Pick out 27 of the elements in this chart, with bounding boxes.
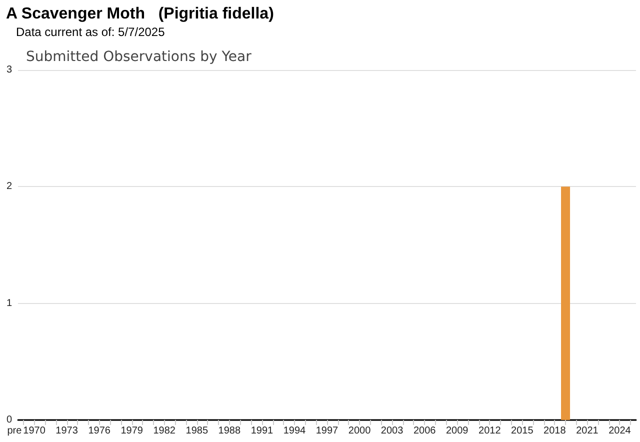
x-tick-label: 2021 bbox=[576, 426, 599, 436]
x-tick-label: 1973 bbox=[56, 426, 78, 436]
y-tick-label: 3 bbox=[6, 64, 12, 76]
x-tick-label: 1988 bbox=[218, 426, 241, 436]
x-tick-label: 2006 bbox=[413, 426, 436, 436]
y-tick-label: 0 bbox=[6, 414, 12, 426]
x-tick-label: 2003 bbox=[380, 426, 404, 436]
y-tick-label: 1 bbox=[6, 298, 12, 309]
x-tick-label: 2012 bbox=[478, 426, 502, 436]
x-tick-label: 1970 bbox=[23, 426, 46, 436]
text: Data current as of: 5/7/2025 bbox=[16, 25, 166, 39]
x-tick-label: 2009 bbox=[446, 426, 469, 436]
x-tick-label: 1985 bbox=[186, 426, 208, 436]
y-tick-label: 2 bbox=[6, 181, 12, 192]
x-tick-label: 2000 bbox=[348, 426, 372, 436]
x-tick-label: 1979 bbox=[120, 426, 144, 436]
x-tick-label: 1997 bbox=[316, 426, 339, 436]
x-tick-label: 2018 bbox=[544, 426, 566, 436]
x-tick-label: 2015 bbox=[511, 426, 534, 436]
chart-title: A Scavenger Moth (Pigritia fidella) bbox=[6, 6, 274, 22]
x-tick-label: 1994 bbox=[283, 426, 306, 436]
x-tick-label: 1991 bbox=[250, 426, 274, 436]
x-tick-label: 2024 bbox=[608, 426, 632, 436]
chart-subtitle: Submitted Observations by Year bbox=[26, 49, 252, 65]
x-tick-label: 1982 bbox=[153, 426, 176, 436]
x-tick-label: pre bbox=[7, 426, 22, 436]
x-tick-label: 1976 bbox=[88, 426, 111, 436]
